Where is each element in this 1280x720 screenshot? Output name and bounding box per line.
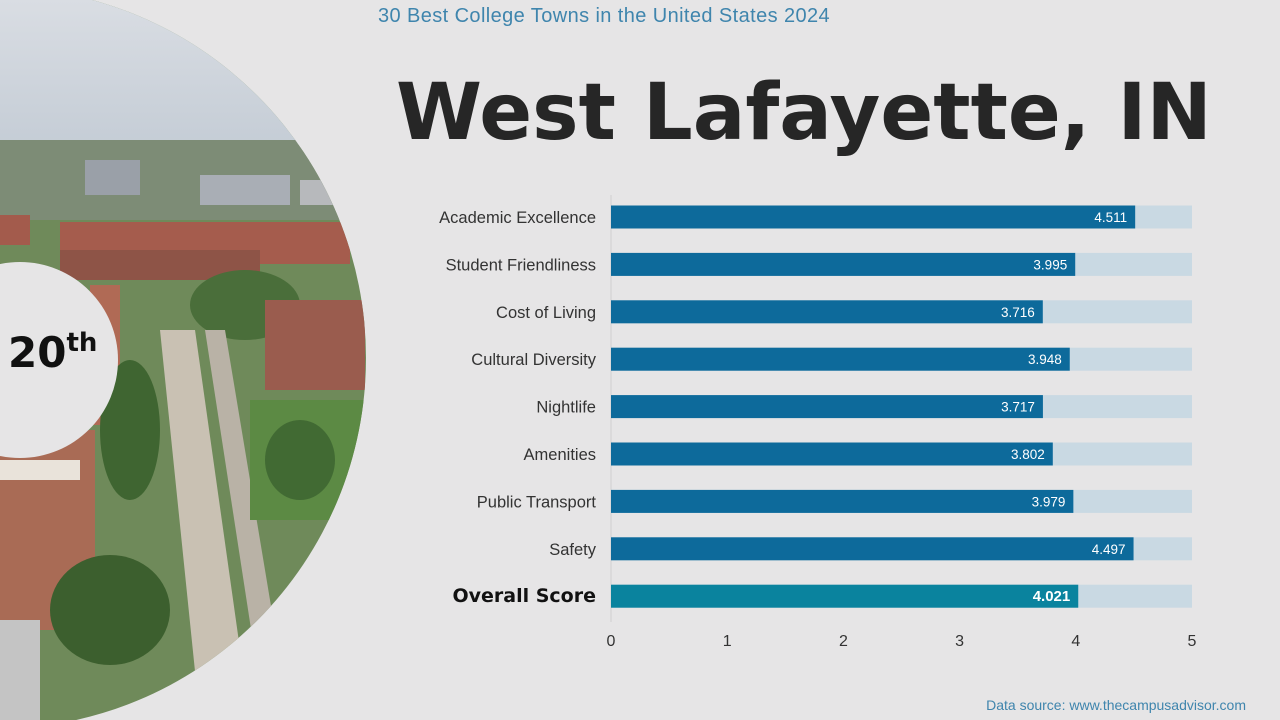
category-label: Amenities xyxy=(524,446,596,464)
category-label: Academic Excellence xyxy=(439,209,596,227)
value-label: 4.511 xyxy=(1094,210,1127,225)
city-title: West Lafayette, IN xyxy=(396,68,1212,158)
bar xyxy=(611,395,1043,419)
category-label: Cultural Diversity xyxy=(471,351,596,369)
x-tick-label: 0 xyxy=(607,633,616,650)
rank-number: 20 xyxy=(8,328,67,377)
bar xyxy=(611,442,1053,466)
bar xyxy=(611,252,1076,276)
data-source: Data source: www.thecampusadvisor.com xyxy=(986,697,1246,713)
x-tick-label: 2 xyxy=(839,633,848,650)
category-label: Nightlife xyxy=(536,399,596,417)
bar xyxy=(611,489,1074,513)
value-label: 4.497 xyxy=(1092,542,1126,557)
x-tick-label: 4 xyxy=(1071,633,1080,650)
category-label: Student Friendliness xyxy=(446,256,596,274)
bar xyxy=(611,584,1079,608)
category-label: Cost of Living xyxy=(496,304,596,322)
category-label: Safety xyxy=(549,541,597,559)
category-label: Overall Score xyxy=(452,585,596,607)
x-tick-label: 1 xyxy=(723,633,732,650)
value-label: 3.979 xyxy=(1032,494,1066,509)
value-label: 4.021 xyxy=(1033,588,1071,605)
x-tick-label: 3 xyxy=(955,633,964,650)
rank-suffix: th xyxy=(66,328,98,358)
value-label: 3.717 xyxy=(1001,400,1035,415)
bar xyxy=(611,347,1070,371)
value-label: 3.995 xyxy=(1033,257,1067,272)
x-tick-label: 5 xyxy=(1188,633,1197,650)
value-label: 3.948 xyxy=(1028,352,1062,367)
bar xyxy=(611,300,1043,324)
bar xyxy=(611,205,1136,229)
value-label: 3.716 xyxy=(1001,305,1035,320)
category-label: Public Transport xyxy=(477,493,597,511)
rank-badge: 20th xyxy=(8,330,97,374)
value-label: 3.802 xyxy=(1011,447,1045,462)
bar xyxy=(611,537,1134,561)
page-subtitle: 30 Best College Towns in the United Stat… xyxy=(378,5,831,27)
